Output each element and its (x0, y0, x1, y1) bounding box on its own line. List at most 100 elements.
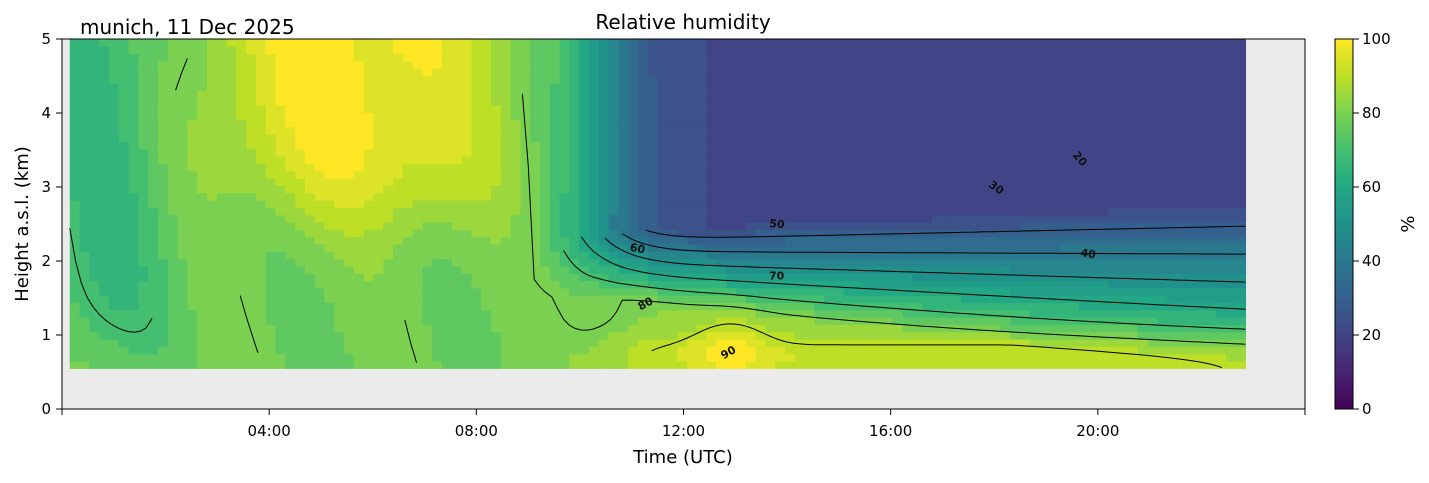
heatmap-cell (765, 258, 776, 267)
heatmap-cell (226, 104, 237, 113)
heatmap-cell (696, 141, 708, 150)
heatmap-cell (941, 46, 953, 55)
heatmap-cell (197, 53, 208, 62)
heatmap-cell (716, 46, 727, 55)
heatmap-cell (265, 156, 277, 164)
heatmap-cell (353, 207, 365, 216)
heatmap-cell (608, 156, 620, 164)
heatmap-cell (784, 353, 796, 362)
heatmap-cell (1098, 163, 1109, 172)
heatmap-cell (118, 126, 130, 135)
heatmap-cell (353, 90, 365, 99)
heatmap-cell (108, 287, 120, 296)
heatmap-cell (628, 360, 639, 369)
heatmap-cell (246, 170, 257, 179)
heatmap-cell (677, 156, 688, 164)
heatmap-cell (432, 178, 443, 186)
heatmap-cell (275, 236, 286, 245)
heatmap-cell (442, 258, 453, 267)
heatmap-cell (1147, 60, 1158, 69)
heatmap-cell (363, 53, 375, 62)
heatmap-cell (1059, 243, 1070, 252)
heatmap-cell (530, 258, 541, 267)
heatmap-cell (892, 163, 904, 172)
heatmap-cell (745, 309, 757, 318)
heatmap-cell (177, 324, 188, 333)
heatmap-cell (696, 119, 708, 128)
heatmap-cell (1147, 331, 1158, 340)
heatmap-cell (765, 331, 776, 340)
heatmap-cell (1108, 126, 1119, 135)
heatmap-cell (510, 302, 522, 311)
heatmap-cell (1010, 214, 1021, 223)
heatmap-cell (755, 53, 766, 62)
heatmap-cell (794, 90, 806, 99)
heatmap-cell (902, 68, 913, 77)
heatmap-cell (549, 214, 561, 223)
heatmap-cell (559, 207, 571, 216)
heatmap-cell (1088, 199, 1100, 208)
heatmap-cell (569, 68, 580, 77)
heatmap-cell (824, 148, 835, 157)
heatmap-cell (481, 214, 492, 223)
heatmap-cell (951, 251, 962, 260)
heatmap-cell (275, 302, 286, 311)
heatmap-cell (69, 60, 81, 69)
heatmap-cell (1137, 229, 1149, 238)
heatmap-cell (1029, 134, 1041, 143)
heatmap-cell (412, 214, 424, 223)
heatmap-cell (961, 104, 972, 113)
heatmap-cell (902, 214, 913, 223)
heatmap-cell (765, 192, 776, 201)
heatmap-cell (177, 156, 188, 164)
heatmap-cell (69, 134, 81, 143)
heatmap-cell (873, 148, 884, 157)
heatmap-cell (334, 309, 345, 318)
heatmap-cell (138, 97, 149, 106)
heatmap-cell (618, 295, 629, 304)
heatmap-cell (246, 236, 257, 245)
heatmap-cell (1020, 68, 1031, 77)
heatmap-cell (510, 324, 522, 333)
heatmap-cell (216, 258, 228, 267)
heatmap-cell (892, 185, 904, 194)
heatmap-cell (99, 280, 110, 289)
heatmap-cell (628, 148, 639, 157)
heatmap-cell (265, 126, 277, 135)
heatmap-cell (148, 302, 159, 311)
heatmap-cell (128, 104, 139, 113)
heatmap-cell (353, 53, 365, 62)
heatmap-cell (1108, 309, 1119, 318)
heatmap-cell (206, 295, 218, 304)
heatmap-cell (912, 214, 923, 223)
heatmap-cell (422, 251, 433, 260)
heatmap-cell (285, 134, 296, 143)
heatmap-cell (334, 339, 345, 347)
heatmap-cell (363, 236, 375, 245)
heatmap-cell (1078, 90, 1090, 99)
heatmap-cell (99, 170, 110, 179)
heatmap-cell (922, 39, 933, 47)
heatmap-cell (1108, 134, 1119, 143)
heatmap-cell (1098, 39, 1109, 47)
heatmap-cell (726, 317, 737, 325)
heatmap-cell (138, 39, 149, 47)
heatmap-cell (706, 331, 717, 340)
heatmap-cell (363, 170, 375, 179)
heatmap-cell (1049, 141, 1060, 150)
heatmap-cell (618, 82, 629, 91)
heatmap-cell (1069, 97, 1080, 106)
heatmap-cell (922, 258, 933, 267)
heatmap-cell (598, 185, 610, 194)
heatmap-cell (422, 339, 433, 347)
heatmap-cell (422, 126, 433, 135)
heatmap-cell (647, 178, 659, 186)
heatmap-cell (344, 90, 355, 99)
heatmap-cell (608, 39, 620, 47)
heatmap-cell (833, 309, 845, 318)
heatmap-cell (451, 46, 463, 55)
heatmap-cell (559, 324, 571, 333)
heatmap-cell (1118, 207, 1129, 216)
heatmap-cell (99, 287, 110, 296)
heatmap-cell (1137, 295, 1149, 304)
